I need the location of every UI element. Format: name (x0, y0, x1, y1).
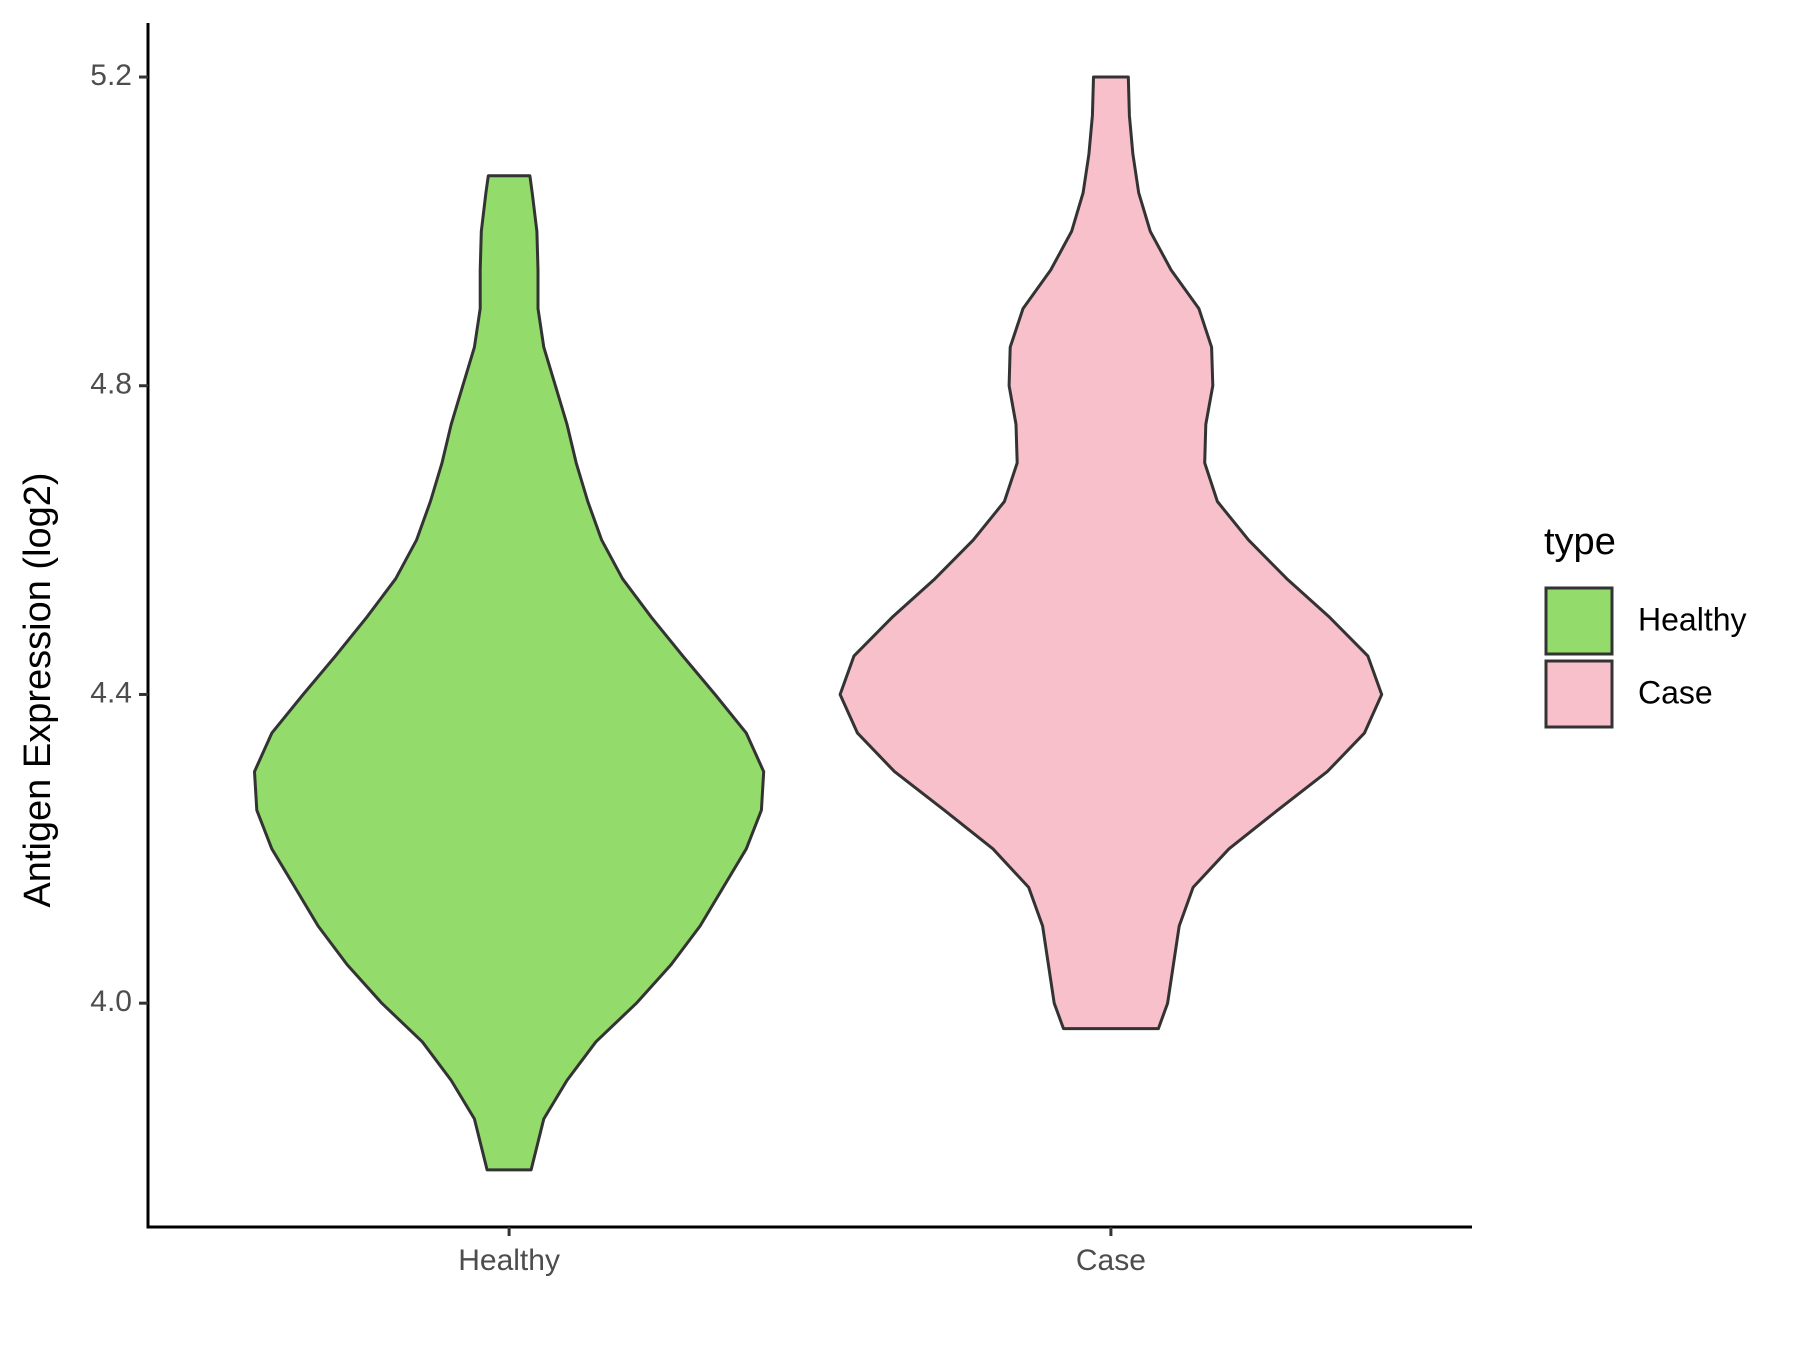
legend-key (1544, 659, 1614, 729)
violin (253, 174, 766, 1172)
x-tick-label: Case (1076, 1244, 1146, 1277)
y-tick-label: 4.0 (90, 985, 132, 1018)
legend-label: Case (1638, 674, 1713, 710)
y-tick-label: 4.8 (90, 368, 132, 401)
violin (838, 75, 1384, 1031)
legend-label: Healthy (1638, 601, 1747, 637)
x-tick-label: Healthy (458, 1244, 560, 1277)
y-tick-label: 5.2 (90, 59, 132, 92)
y-axis-title: Antigen Expression (log2) (17, 472, 59, 907)
legend-title: type (1544, 521, 1616, 563)
legend-key (1544, 586, 1614, 656)
y-tick-label: 4.4 (90, 676, 132, 709)
